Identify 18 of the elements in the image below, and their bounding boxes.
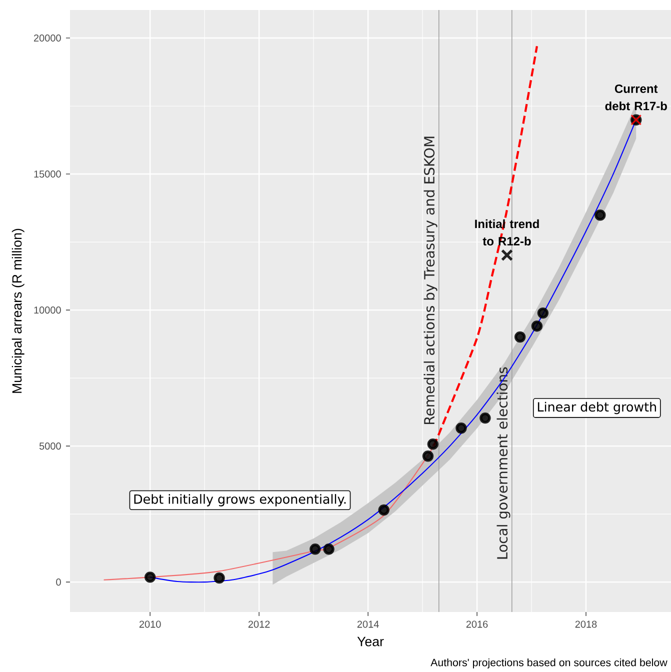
ref-line-label: Local government elections xyxy=(496,367,510,559)
annotation: Current debt R17-b xyxy=(605,84,667,110)
y-tick-label: 15000 xyxy=(34,170,61,178)
ref-line-label: Remedial actions by Treasury and ESKOM xyxy=(424,136,438,424)
x-tick-label: 2010 xyxy=(139,620,161,628)
y-tick-label: 10000 xyxy=(34,306,61,314)
x-tick-label: 2012 xyxy=(248,620,270,628)
y-tick-label: 5000 xyxy=(39,442,61,450)
x-axis-title: Year xyxy=(357,636,384,646)
y-tick-label: 0 xyxy=(56,578,61,586)
annotation: Debt initially grows exponentially. xyxy=(134,494,346,506)
x-tick-label: 2016 xyxy=(466,620,488,628)
annotation: Linear debt growth xyxy=(538,402,656,414)
y-tick-label: 20000 xyxy=(34,34,61,42)
x-tick-label: 2018 xyxy=(575,620,597,628)
text: Authors' projections based on sources cited below xyxy=(430,658,668,668)
y-axis-title: Municipal arrears (R million) xyxy=(12,228,24,393)
x-tick-label: 2014 xyxy=(357,620,379,628)
